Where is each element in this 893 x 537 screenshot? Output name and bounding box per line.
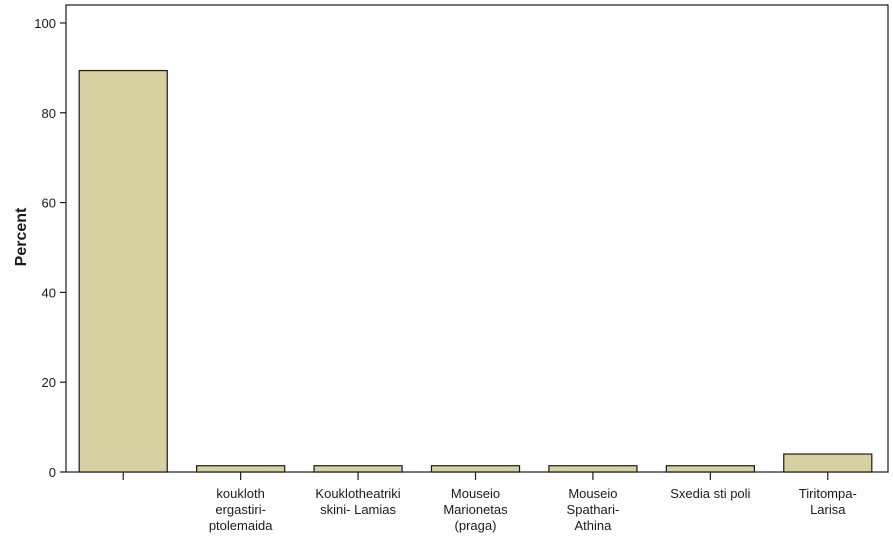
x-category-label-line: koukloth bbox=[216, 486, 264, 501]
y-tick-label: 100 bbox=[34, 16, 56, 31]
x-category-label-line: Mouseio bbox=[451, 486, 500, 501]
x-axis: koukloth ergastiri-ptolemaida Kouklotheatr… bbox=[122, 472, 857, 533]
y-tick-label: 0 bbox=[49, 465, 56, 480]
bar bbox=[313, 465, 403, 473]
x-category-label-line: Athina bbox=[574, 518, 612, 533]
bar bbox=[196, 465, 286, 473]
y-tick-label: 60 bbox=[42, 196, 56, 211]
y-axis: 0 20 40 60 80 100 bbox=[34, 16, 66, 480]
x-category-label-line: ptolemaida bbox=[209, 518, 273, 533]
bar bbox=[78, 69, 168, 473]
x-category-label-line: Marionetas bbox=[443, 502, 508, 517]
x-category-label-line: Mouseio bbox=[568, 486, 617, 501]
y-tick-label: 80 bbox=[42, 106, 56, 121]
x-category-label: Tiritompa-Larisa bbox=[799, 486, 857, 517]
bar bbox=[783, 453, 873, 473]
x-category-label-line: Tiritompa- bbox=[799, 486, 857, 501]
plot-area-frame bbox=[65, 4, 889, 473]
x-category-label-line: skini- Lamias bbox=[320, 502, 396, 517]
y-axis-title: Percent bbox=[13, 207, 30, 266]
x-category-label-line: Spathari- bbox=[567, 502, 620, 517]
x-category-label: koukloth ergastiri-ptolemaida bbox=[209, 486, 273, 533]
x-category-label-line: Sxedia sti poli bbox=[670, 486, 750, 501]
bars bbox=[78, 69, 873, 473]
bar bbox=[430, 465, 521, 473]
y-tick-label: 20 bbox=[42, 375, 56, 390]
x-category-label: Mouseio Spathari-Athina bbox=[567, 486, 620, 533]
x-category-label-line: Kouklotheatriki bbox=[315, 486, 400, 501]
x-category-label: Mouseio Marionetas (praga) bbox=[443, 486, 508, 533]
x-category-label-line: (praga) bbox=[455, 518, 497, 533]
x-category-label: Sxedia sti poli bbox=[670, 486, 750, 501]
x-category-label-line: Larisa bbox=[810, 502, 846, 517]
x-category-label-line: ergastiri- bbox=[215, 502, 266, 517]
x-category-label: Kouklotheatriki skini- Lamias bbox=[315, 486, 400, 517]
bar bbox=[665, 465, 755, 473]
y-tick-label: 40 bbox=[42, 285, 56, 300]
bar bbox=[548, 465, 638, 473]
